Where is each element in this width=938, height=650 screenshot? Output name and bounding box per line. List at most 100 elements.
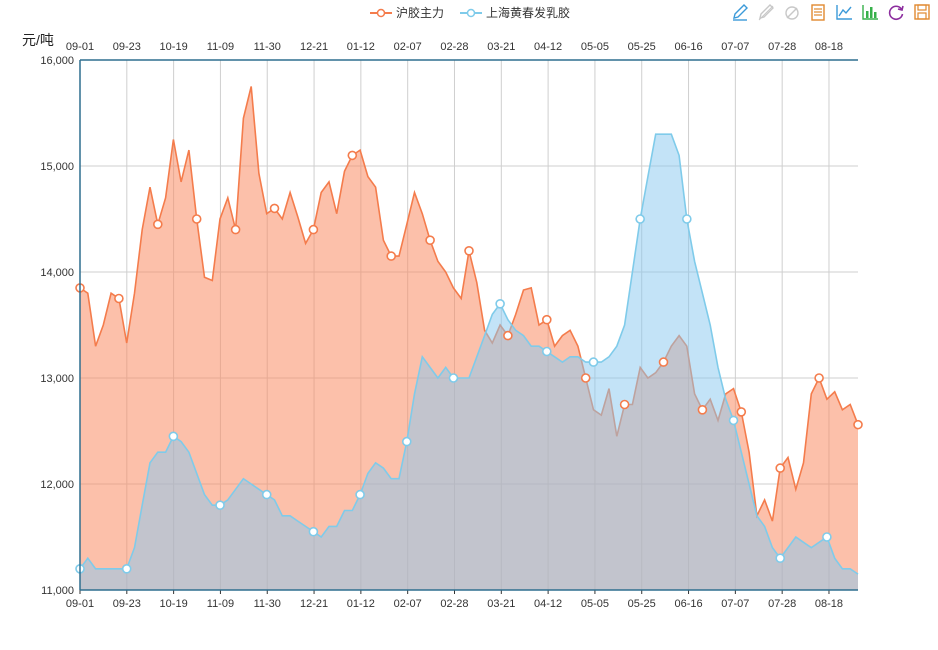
series-2-point (588, 357, 599, 367)
x-tick-label-top: 11-30 (254, 41, 281, 53)
x-tick-label-bottom: 07-07 (721, 598, 749, 610)
legend-series-1-label: 沪胶主力 (396, 6, 445, 20)
x-tick-label-top: 02-07 (394, 41, 422, 53)
y-tick-label: 14,000 (40, 267, 74, 279)
series-1-point (230, 224, 241, 235)
data-view-icon (811, 4, 825, 21)
series-1-point (814, 373, 824, 383)
y-axis-unit-label: 元/吨 (22, 32, 54, 48)
series-1-point (114, 293, 124, 304)
x-tick-label-bottom: 08-18 (815, 598, 843, 610)
x-tick-label-bottom: 07-28 (768, 598, 796, 610)
mark-undo-button[interactable] (756, 2, 776, 22)
x-tick-label-bottom: 02-07 (394, 598, 422, 610)
series-2-point (121, 563, 132, 574)
y-tick-label: 11,000 (41, 585, 74, 597)
series-2-point (635, 214, 645, 224)
series-2-point (308, 526, 319, 537)
series-2-point (682, 214, 692, 224)
y-tick-label: 13,000 (40, 373, 74, 385)
series-1-point (619, 399, 630, 410)
series-2-point (261, 489, 272, 500)
legend-item-series-2[interactable]: 上海黄春发乳胶 (460, 4, 570, 21)
x-tick-label-top: 09-01 (66, 41, 94, 53)
mark-icon (733, 4, 748, 21)
x-tick-label-bottom: 03-21 (487, 598, 515, 610)
mark-tool-button[interactable] (730, 2, 750, 22)
series-1-point (541, 314, 552, 325)
series-1-point (308, 224, 319, 235)
x-tick-label-top: 07-28 (768, 41, 796, 53)
x-tick-label-bottom: 09-01 (66, 598, 94, 610)
y-tick-label: 16,000 (40, 55, 74, 67)
x-tick-label-top: 08-18 (815, 41, 843, 53)
series-1-point (736, 407, 747, 417)
x-tick-label-bottom: 05-05 (581, 598, 609, 610)
line-chart-button[interactable] (834, 2, 854, 22)
series-1-point (464, 246, 474, 256)
series-2-point (215, 500, 225, 511)
x-tick-label-bottom: 12-21 (300, 598, 328, 610)
y-tick-label: 15,000 (40, 161, 74, 173)
bar-chart-icon (862, 5, 878, 20)
x-tick-label-top: 12-21 (300, 41, 328, 53)
y-tick-label: 12,000 (40, 479, 74, 491)
series-2-point (168, 431, 179, 442)
mark-undo-icon (758, 4, 774, 21)
mark-clear-button[interactable] (782, 2, 802, 22)
legend-series-2-label: 上海黄春发乳胶 (486, 6, 571, 20)
save-image-icon (914, 4, 930, 20)
legend-series-1-swatch-icon (370, 8, 392, 17)
series-2-point (728, 415, 739, 426)
x-tick-label-top: 02-28 (440, 41, 468, 53)
series-1-point (503, 330, 513, 341)
series-2-point (401, 436, 412, 447)
series-1-point (153, 219, 163, 230)
legend-series-2-swatch-icon (460, 8, 483, 17)
x-tick-label-bottom: 10-19 (160, 598, 188, 610)
save-image-button[interactable] (912, 2, 932, 22)
series-1-point (853, 419, 863, 430)
mark-clear-icon (785, 6, 799, 20)
x-tick-label-bottom: 05-25 (628, 598, 656, 610)
x-tick-label-bottom: 02-28 (440, 598, 468, 610)
series-2-line (79, 133, 859, 575)
x-tick-label-top: 10-19 (160, 41, 188, 53)
series-2-point (355, 489, 365, 500)
series-1-point (580, 373, 591, 383)
series-1-point (269, 203, 280, 214)
x-tick-label-bottom: 11-09 (207, 598, 234, 610)
x-tick-label-bottom: 11-30 (254, 598, 281, 610)
series-1-point (775, 463, 786, 473)
series-1-point (658, 357, 669, 367)
x-tick-label-top: 09-23 (113, 41, 141, 53)
x-tick-label-bottom: 01-12 (347, 598, 375, 610)
x-tick-label-top: 04-12 (534, 41, 562, 53)
legend-item-series-1[interactable]: 沪胶主力 (370, 4, 444, 21)
x-tick-label-bottom: 06-16 (674, 598, 702, 610)
x-tick-label-top: 05-25 (628, 41, 656, 53)
x-tick-label-bottom: 09-23 (113, 598, 141, 610)
restore-button[interactable] (886, 2, 906, 22)
x-tick-label-bottom: 04-12 (534, 598, 562, 610)
bar-chart-button[interactable] (860, 2, 880, 22)
x-tick-label-top: 11-09 (207, 41, 234, 53)
series-2-point (495, 298, 505, 309)
series-1-point (697, 404, 708, 415)
x-tick-label-top: 01-12 (347, 41, 375, 53)
data-view-button[interactable] (808, 2, 828, 22)
x-tick-label-top: 06-16 (674, 41, 702, 53)
restore-icon (888, 5, 904, 21)
series-2-point (775, 553, 786, 564)
x-tick-label-top: 05-05 (581, 41, 609, 53)
line-chart-icon (836, 5, 852, 20)
series-2-point (541, 346, 552, 357)
series-2-point (448, 373, 459, 383)
chart-toolbar (730, 2, 932, 22)
series-1-point (386, 251, 397, 261)
legend: 沪胶主力 上海黄春发乳胶 (370, 4, 570, 21)
series-2-point (822, 532, 832, 542)
x-tick-label-top: 03-21 (487, 41, 515, 53)
series-1-point (425, 235, 435, 245)
